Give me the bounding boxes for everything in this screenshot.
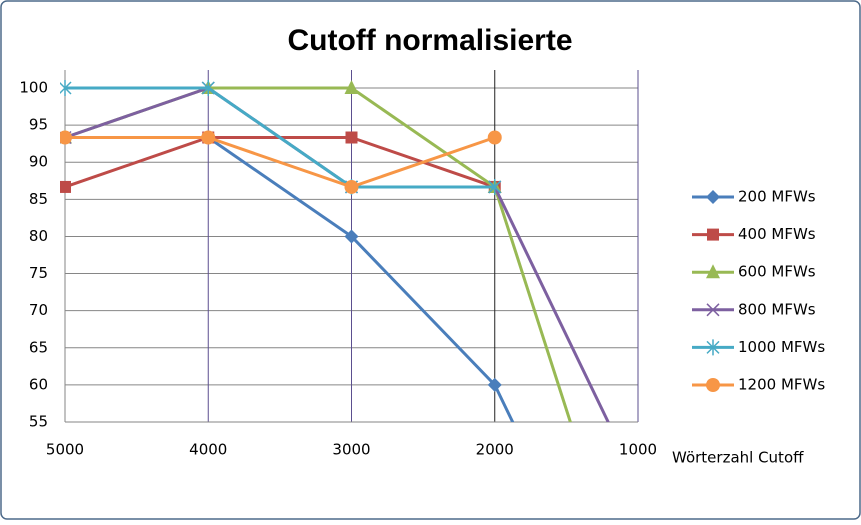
y-tick-label: 100 bbox=[19, 79, 48, 97]
marker bbox=[344, 80, 359, 94]
legend-label: 1200 MFWs bbox=[738, 376, 825, 394]
marker bbox=[488, 178, 502, 195]
plot bbox=[60, 80, 610, 422]
legend-label: 200 MFWs bbox=[738, 188, 816, 206]
legend-label: 800 MFWs bbox=[738, 300, 816, 318]
y-tick-label: 60 bbox=[29, 375, 48, 393]
marker bbox=[201, 130, 216, 145]
marker bbox=[707, 228, 719, 241]
marker bbox=[60, 180, 71, 193]
y-tick-label: 75 bbox=[29, 264, 48, 282]
y-tick-label: 85 bbox=[29, 190, 48, 208]
x-tick-label: 4000 bbox=[189, 441, 227, 459]
marker bbox=[60, 130, 72, 145]
y-tick-label: 80 bbox=[29, 227, 48, 245]
series-line bbox=[65, 136, 496, 189]
x-axis-title: Wörterzahl Cutoff bbox=[672, 449, 804, 467]
chart-title: Cutoff normalisierte bbox=[287, 24, 572, 57]
marker bbox=[706, 378, 720, 392]
legend-label: 400 MFWs bbox=[738, 225, 816, 243]
legend-label: 1000 MFWs bbox=[738, 338, 825, 356]
marker bbox=[344, 229, 359, 244]
y-tick-label: 70 bbox=[29, 301, 48, 319]
marker bbox=[706, 339, 720, 356]
y-tick-label: 55 bbox=[29, 413, 48, 431]
x-tick-label: 2000 bbox=[476, 441, 514, 459]
marker bbox=[60, 80, 72, 96]
marker bbox=[706, 303, 720, 317]
y-tick-label: 95 bbox=[29, 116, 48, 134]
marker bbox=[344, 179, 359, 194]
x-tick-label: 3000 bbox=[332, 441, 370, 459]
marker bbox=[487, 377, 502, 392]
x-tick-label: 5000 bbox=[46, 441, 84, 459]
series-line bbox=[65, 86, 495, 189]
marker bbox=[201, 80, 215, 96]
x-tick-label: 1000 bbox=[619, 441, 657, 459]
y-tick-label: 65 bbox=[29, 338, 48, 356]
marker bbox=[706, 264, 720, 279]
marker bbox=[345, 131, 358, 144]
marker bbox=[706, 190, 720, 204]
legend-label: 600 MFWs bbox=[738, 263, 816, 281]
y-tick-label: 90 bbox=[29, 153, 48, 171]
marker bbox=[487, 130, 502, 145]
